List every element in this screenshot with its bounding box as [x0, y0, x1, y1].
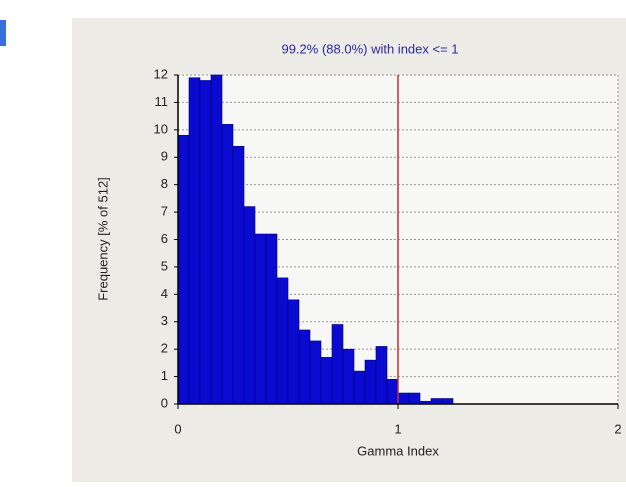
x-tick-label: 1 — [394, 421, 401, 436]
y-tick-label: 8 — [161, 176, 168, 191]
y-tick-label: 7 — [161, 204, 168, 219]
bar — [408, 392, 421, 405]
bar — [221, 124, 234, 405]
bar — [353, 370, 366, 405]
y-tick-label: 0 — [161, 395, 168, 410]
x-tick-label: 0 — [174, 421, 181, 436]
y-tick-label: 5 — [161, 258, 168, 273]
y-tick-label: 1 — [161, 368, 168, 383]
window-edge — [0, 20, 6, 46]
chart-title: 99.2% (88.0%) with index <= 1 — [281, 41, 458, 56]
bar — [309, 340, 322, 405]
bar — [254, 233, 267, 405]
bar — [276, 277, 289, 405]
bar — [243, 206, 256, 405]
bar — [364, 359, 377, 405]
bar — [331, 324, 344, 405]
y-tick-label: 4 — [161, 286, 168, 301]
bar — [397, 392, 410, 405]
x-tick-label: 2 — [614, 421, 621, 436]
bar — [320, 357, 333, 405]
bar — [342, 348, 355, 405]
y-tick-label: 9 — [161, 149, 168, 164]
bar — [441, 398, 454, 405]
bar — [430, 398, 443, 405]
bar — [210, 74, 223, 405]
bar — [188, 77, 201, 405]
y-tick-label: 10 — [154, 121, 168, 136]
bar — [232, 145, 245, 405]
y-tick-label: 11 — [155, 94, 169, 109]
y-tick-label: 2 — [161, 341, 168, 356]
bar — [265, 233, 278, 405]
bar — [375, 346, 388, 405]
y-tick-label: 3 — [161, 313, 168, 328]
y-tick-label: 12 — [154, 66, 168, 81]
bar — [298, 329, 311, 405]
x-axis-label: Gamma Index — [357, 443, 439, 458]
y-tick-label: 6 — [161, 231, 168, 246]
bar — [177, 135, 190, 405]
y-axis-label: Frequency [% of 512] — [95, 177, 110, 301]
bar — [199, 80, 212, 405]
bar — [287, 299, 300, 405]
bar — [386, 379, 399, 405]
